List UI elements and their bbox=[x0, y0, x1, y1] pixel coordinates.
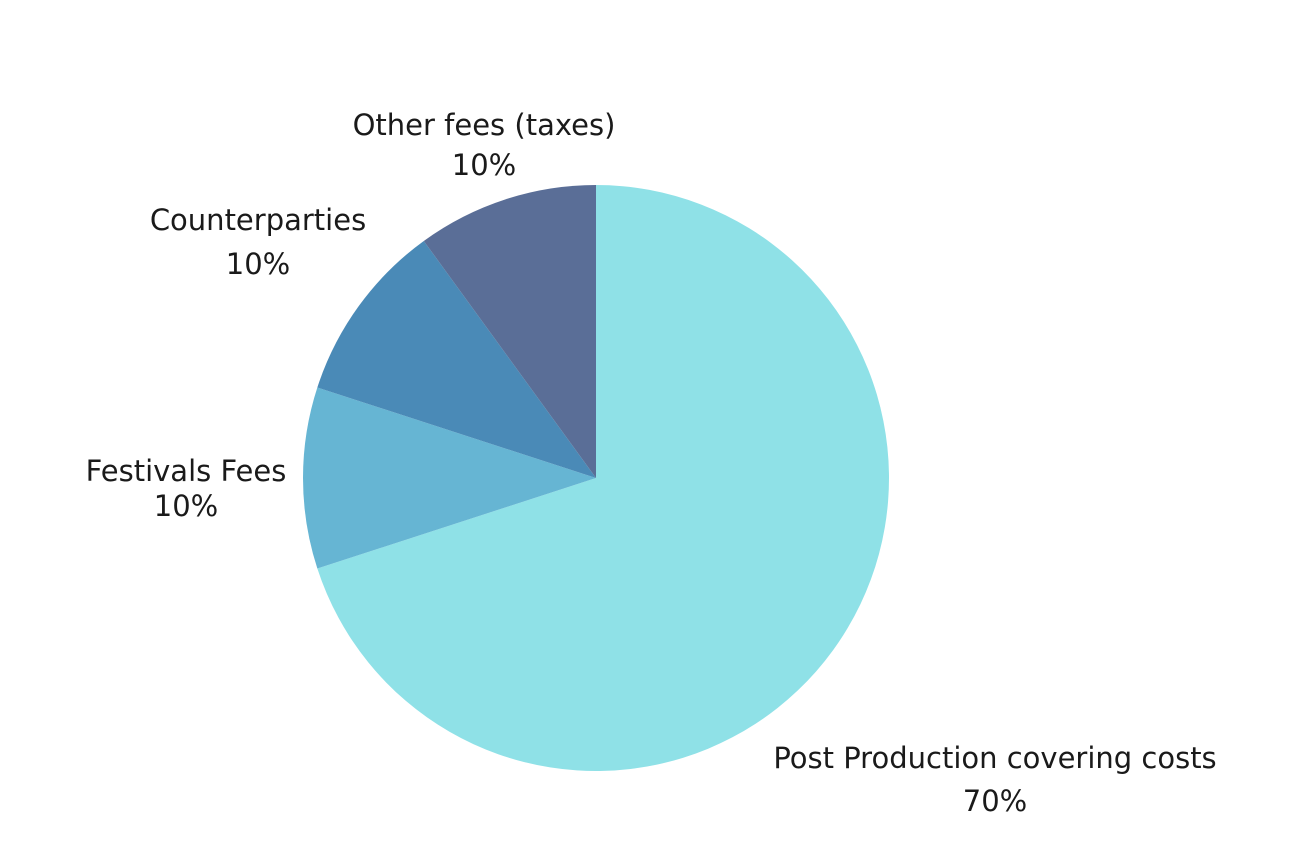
slice-value-festivals-fees: 10% bbox=[154, 489, 218, 523]
slice-value-counterparties: 10% bbox=[226, 247, 290, 281]
slice-label-counterparties: Counterparties bbox=[150, 203, 366, 237]
pie-labels: Post Production covering costs 70% Festiva… bbox=[86, 108, 1217, 818]
slice-label-festivals-fees: Festivals Fees bbox=[86, 454, 287, 488]
slice-value-post-production-covering-costs: 70% bbox=[963, 784, 1027, 818]
pie-slice-post-production-covering-costs bbox=[317, 185, 889, 771]
slice-value-other-fees-taxes: 10% bbox=[452, 148, 516, 182]
pie-slices bbox=[303, 185, 889, 771]
slice-label-post-production-covering-costs: Post Production covering costs bbox=[773, 741, 1216, 775]
pie-slice-counterparties bbox=[317, 240, 596, 478]
slice-label-other-fees-taxes: Other fees (taxes) bbox=[353, 108, 616, 142]
pie-slice-other-fees-taxes bbox=[423, 185, 596, 478]
pie-slice-festivals-fees bbox=[303, 387, 596, 569]
